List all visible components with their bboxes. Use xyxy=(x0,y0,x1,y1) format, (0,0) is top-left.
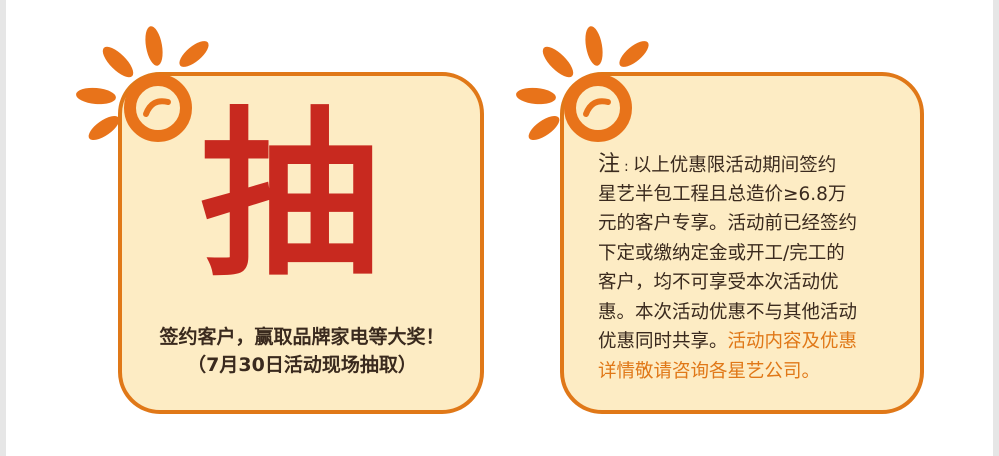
contact-highlight: 详情敬请咨询各星艺公司。 xyxy=(598,360,821,382)
notice-line: 元的客户专享。活动前已经签约 xyxy=(598,213,858,234)
notice-line: 客户，均不可享受本次活动优 xyxy=(598,272,839,293)
sun-icon xyxy=(76,26,209,142)
notice-line: 优惠同时共享。活动内容及优惠 xyxy=(598,327,898,357)
note-mark: 注 xyxy=(598,152,621,177)
notice-line: 下定或缴纳定金或开工/完工的 xyxy=(598,242,845,264)
notice-line-text: 优惠同时共享。 xyxy=(598,331,728,352)
note-colon: : xyxy=(624,159,629,175)
draw-date-note: （7月30日活动现场抽取） xyxy=(187,354,417,376)
notice-line: 星艺半包工程且总造价≥6.8万 xyxy=(598,183,847,205)
draw-character: 抽 xyxy=(200,92,381,301)
right-gray-edge xyxy=(993,0,999,456)
prize-headline: 签约客户，赢取品牌家电等大奖！ xyxy=(159,326,445,348)
notice-text: 注: 以上优惠限活动期间签约 星艺半包工程且总造价≥6.8万 元的客户专享。活动前… xyxy=(598,150,898,386)
notice-line: 惠。本次活动优惠不与其他活动 xyxy=(598,301,858,323)
notice-line-text: 以上优惠限活动期间签约 xyxy=(632,155,837,176)
left-gray-edge xyxy=(0,0,6,456)
contact-highlight: 活动内容及优惠 xyxy=(727,331,858,352)
sun-icon xyxy=(516,26,649,142)
notice-line: 注: 以上优惠限活动期间签约 xyxy=(598,150,898,180)
